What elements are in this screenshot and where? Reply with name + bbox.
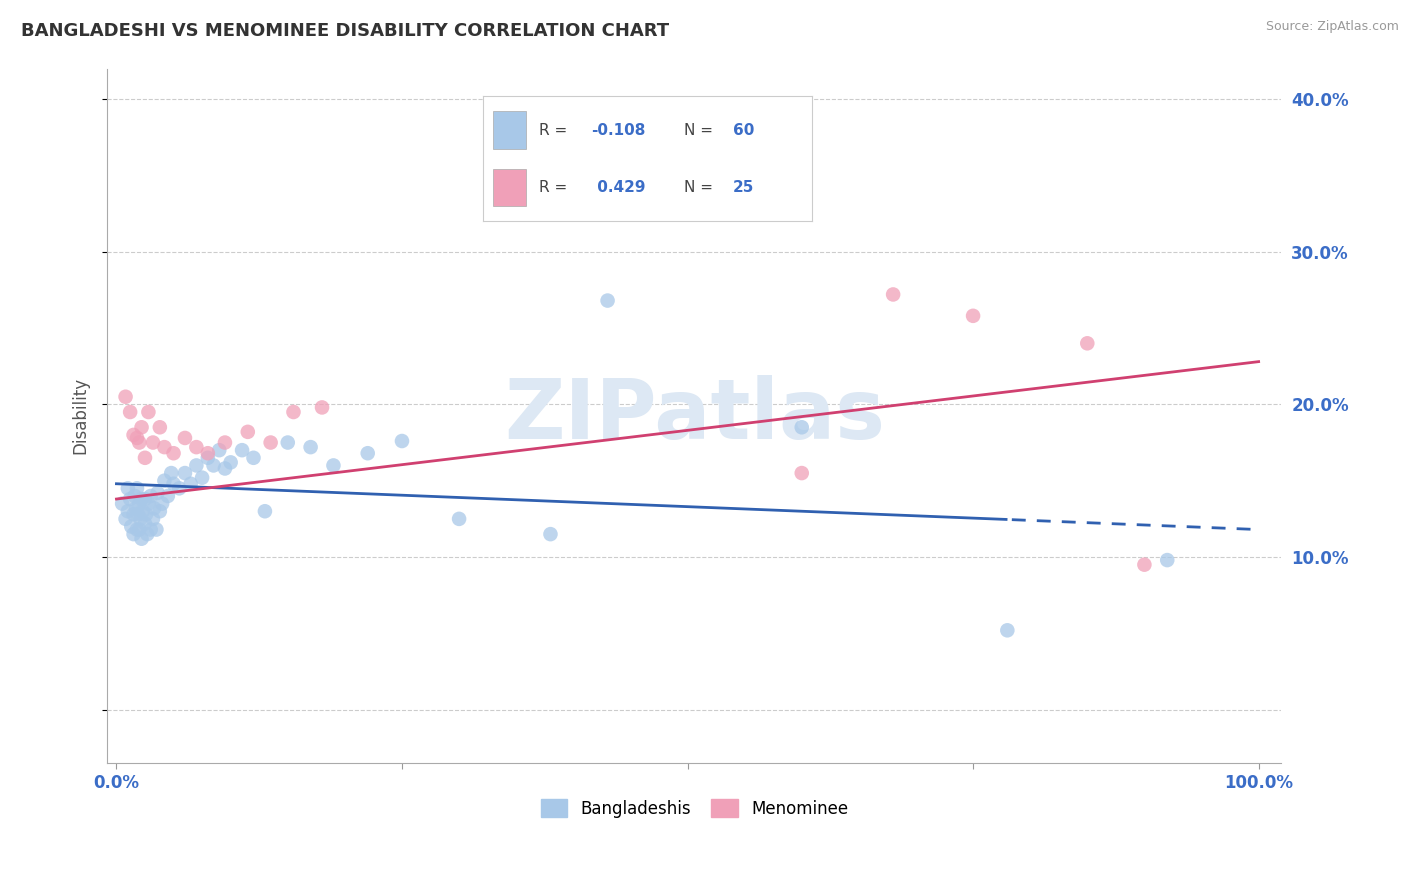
Point (149, 504, 172, 518)
Point (174, 431, 197, 445)
Point (125, 523, 148, 537)
Point (122, 428, 145, 442)
Point (259, 435, 281, 450)
Point (139, 523, 162, 537)
Point (114, 390, 136, 404)
Point (139, 489, 162, 503)
Point (131, 532, 153, 546)
Point (214, 461, 236, 475)
Point (1076, 336, 1098, 351)
Point (219, 455, 242, 469)
Point (142, 512, 165, 526)
Point (449, 512, 471, 526)
Point (150, 497, 173, 511)
Point (277, 435, 299, 450)
Point (125, 431, 148, 445)
Point (242, 450, 264, 465)
Point (208, 443, 231, 458)
Point (134, 491, 156, 506)
Text: ZIPatlas: ZIPatlas (503, 376, 884, 457)
Point (131, 504, 153, 518)
Point (231, 443, 253, 458)
Point (138, 497, 160, 511)
Point (131, 420, 153, 434)
Point (125, 481, 148, 495)
Point (162, 476, 184, 491)
Point (167, 481, 190, 495)
Point (122, 527, 145, 541)
Point (162, 446, 184, 460)
Point (120, 519, 142, 533)
Point (146, 486, 169, 500)
Point (128, 523, 150, 537)
Point (995, 624, 1018, 638)
Point (596, 293, 619, 308)
Text: BANGLADESHI VS MENOMINEE DISABILITY CORRELATION CHART: BANGLADESHI VS MENOMINEE DISABILITY CORR… (21, 22, 669, 40)
Point (135, 508, 157, 522)
Point (156, 489, 179, 503)
Point (134, 516, 156, 531)
Point (197, 450, 219, 465)
Point (134, 450, 156, 465)
Point (174, 466, 197, 480)
Text: Source: ZipAtlas.com: Source: ZipAtlas.com (1265, 20, 1399, 33)
Point (1156, 553, 1178, 567)
Point (136, 527, 159, 541)
Point (357, 446, 380, 460)
Point (127, 508, 149, 522)
Point (120, 405, 142, 419)
Point (283, 405, 305, 419)
Point (214, 435, 236, 450)
Point (186, 440, 208, 454)
Point (322, 458, 344, 473)
Point (311, 401, 333, 415)
Point (253, 504, 276, 518)
Point (142, 435, 165, 450)
Point (145, 523, 167, 537)
Point (122, 508, 145, 522)
Point (128, 497, 150, 511)
Legend: Bangladeshis, Menominee: Bangladeshis, Menominee (534, 793, 855, 824)
Point (153, 440, 176, 454)
Point (197, 446, 219, 460)
Point (540, 527, 562, 541)
Point (236, 425, 259, 439)
Point (138, 405, 160, 419)
Point (160, 466, 183, 480)
Point (186, 458, 208, 473)
Point (124, 489, 146, 503)
Point (299, 440, 322, 454)
Point (114, 512, 136, 526)
Point (129, 512, 152, 526)
Point (180, 476, 202, 491)
Point (962, 309, 984, 323)
Point (149, 420, 172, 434)
Point (391, 434, 413, 448)
Point (882, 287, 904, 301)
Point (202, 458, 225, 473)
Point (117, 481, 139, 495)
Point (131, 491, 153, 506)
Point (153, 474, 176, 488)
Point (191, 470, 214, 484)
Point (1133, 558, 1156, 572)
Point (125, 501, 148, 516)
Point (117, 504, 139, 518)
Point (111, 497, 134, 511)
Y-axis label: Disability: Disability (72, 377, 89, 454)
Point (120, 491, 142, 506)
Point (790, 420, 813, 434)
Point (143, 501, 166, 516)
Point (790, 466, 813, 480)
Point (128, 435, 150, 450)
